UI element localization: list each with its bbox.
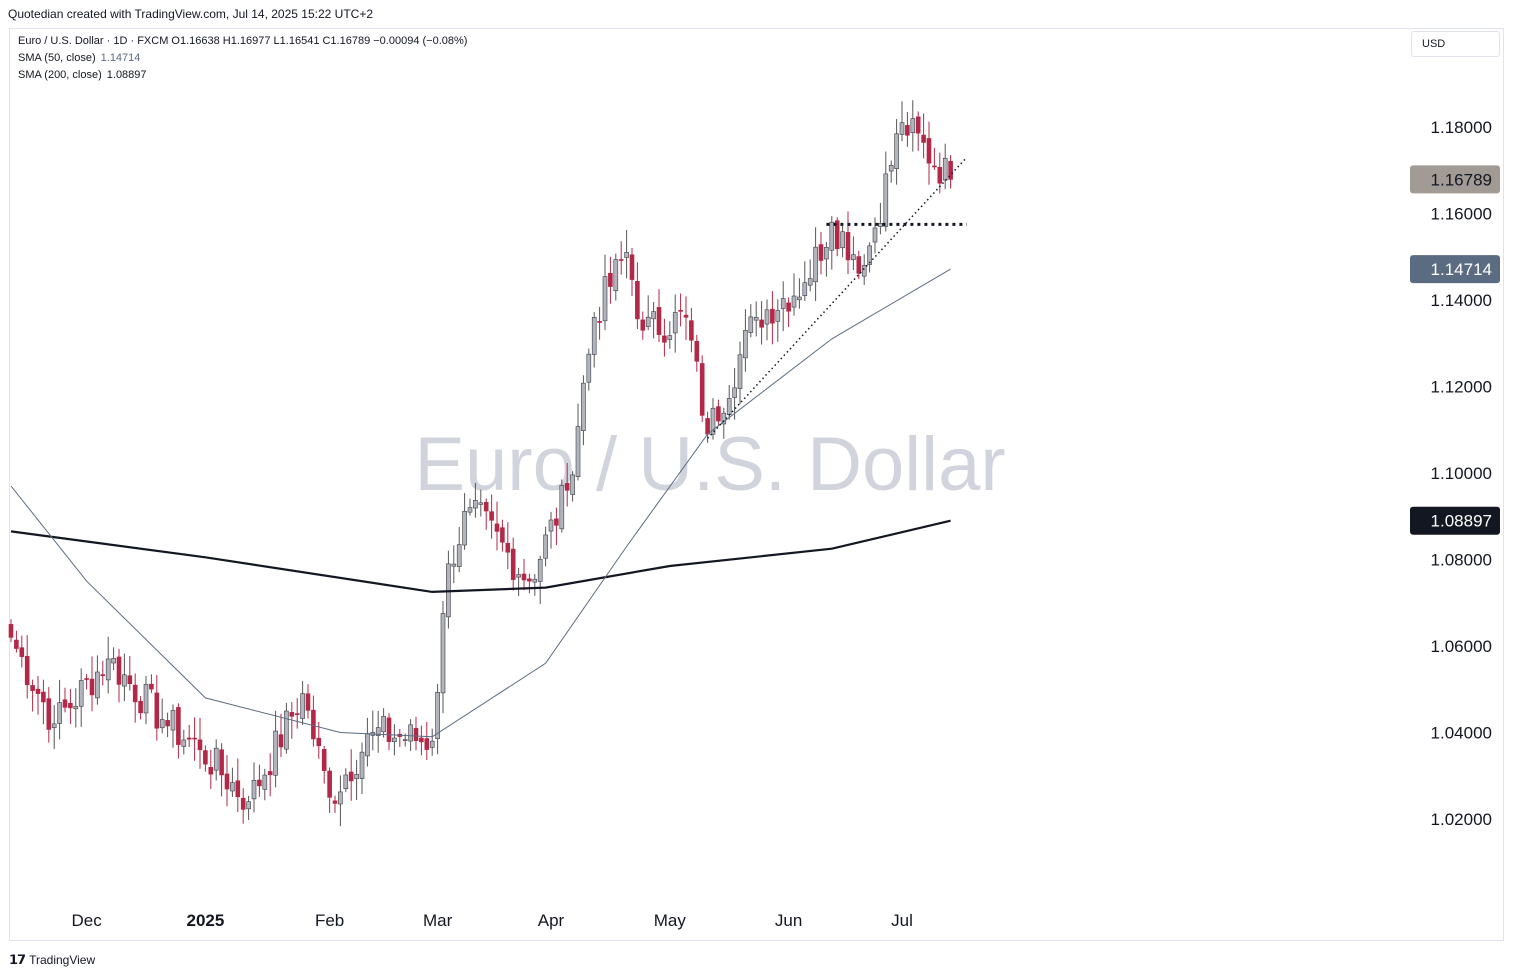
sma200-legend-label: SMA (200, close): [18, 69, 102, 81]
footer-brand-text: TradingView: [29, 953, 96, 967]
chart-frame: [9, 28, 1504, 941]
footer-brand[interactable]: 𝟭𝟳 TradingView: [9, 952, 95, 968]
symbol-ohlc-legend[interactable]: Euro / U.S. Dollar · 1D · FXCM O1.16638 …: [18, 35, 468, 47]
chart-caption: Quotedian created with TradingView.com, …: [8, 7, 373, 21]
sma50-legend[interactable]: SMA (50, close) 1.14714: [18, 52, 140, 64]
tradingview-logo-icon: 𝟭𝟳: [9, 952, 26, 967]
sma200-legend-value: 1.08897: [106, 69, 147, 81]
sma50-legend-label: SMA (50, close): [18, 52, 96, 64]
sma50-legend-value: 1.14714: [100, 52, 141, 64]
currency-button[interactable]: USD: [1411, 31, 1500, 57]
sma200-legend[interactable]: SMA (200, close) 1.08897: [18, 69, 147, 81]
